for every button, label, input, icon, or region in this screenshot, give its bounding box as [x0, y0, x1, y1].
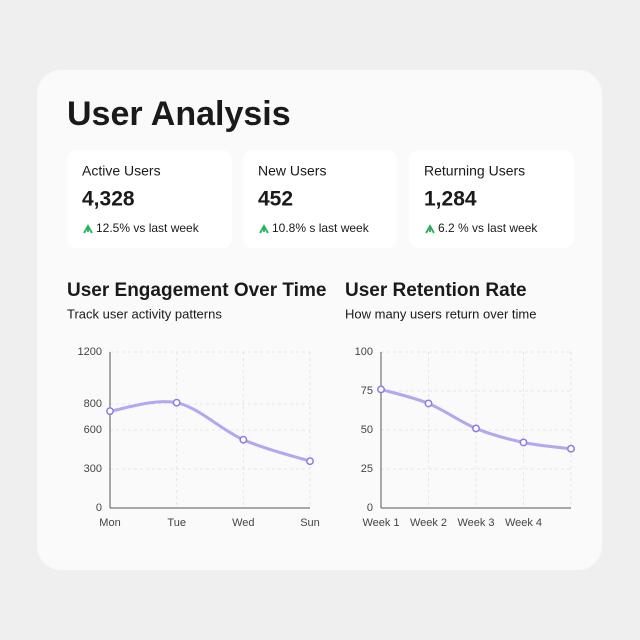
- y-tick-label: 300: [84, 463, 102, 475]
- point: [377, 385, 385, 394]
- point: [239, 435, 248, 444]
- stat-change: 12.5% vs last week: [96, 221, 200, 235]
- point: [424, 399, 433, 408]
- x-tick-label: Week 4: [505, 517, 542, 529]
- point: [106, 407, 114, 416]
- point: [519, 438, 528, 447]
- y-tick-label: 75: [361, 385, 373, 397]
- line: [108, 400, 312, 463]
- stat-card: [243, 150, 397, 248]
- stat-label: New Users: [258, 163, 326, 179]
- page-title: User Analysis: [67, 95, 291, 133]
- stat-change: 6.2 % vs last week: [438, 221, 538, 235]
- y-tick-label: 0: [367, 502, 373, 514]
- stat-label: Returning Users: [424, 163, 525, 179]
- x-tick-label: Sun: [300, 517, 320, 529]
- y-tick-label: 100: [355, 346, 373, 358]
- chart-title: User Engagement Over Time: [67, 280, 326, 301]
- stat-value: 452: [258, 188, 293, 211]
- up-arrow-icon: [83, 224, 93, 234]
- up-arrow-icon: [259, 224, 269, 234]
- point: [567, 444, 575, 453]
- stat-card: [409, 150, 574, 248]
- x-tick-label: Tue: [167, 517, 186, 529]
- stat-value: 4,328: [82, 188, 135, 211]
- y-tick-label: 50: [361, 424, 373, 436]
- up-arrow-icon: [425, 224, 435, 234]
- stat-value: 1,284: [424, 188, 477, 211]
- y-tick-label: 0: [96, 502, 102, 514]
- x-tick-label: Week 1: [362, 517, 399, 529]
- chart-subtitle: Track user activity patterns: [67, 306, 222, 321]
- x-tick-label: Week 2: [410, 517, 447, 529]
- stat-cards: Active Users 4,328 12.5% vs last week New U…: [67, 150, 574, 248]
- point: [306, 457, 314, 466]
- y-tick-label: 600: [84, 424, 102, 436]
- chart-title: User Retention Rate: [345, 280, 527, 301]
- chart-subtitle: How many users return over time: [345, 306, 536, 321]
- y-tick-label: 1200: [78, 346, 102, 358]
- charts: User Engagement Over Time Track user acti…: [67, 280, 575, 529]
- x-tick-label: Wed: [232, 517, 254, 529]
- stat-change: 10.8% s last week: [272, 221, 370, 235]
- x-tick-label: Mon: [99, 517, 120, 529]
- y-tick-label: 25: [361, 463, 373, 475]
- stat-card: [67, 150, 232, 248]
- stat-label: Active Users: [82, 163, 161, 179]
- y-tick-label: 800: [84, 398, 102, 410]
- point: [172, 398, 181, 407]
- point: [472, 424, 480, 433]
- x-tick-label: Week 3: [457, 517, 494, 529]
